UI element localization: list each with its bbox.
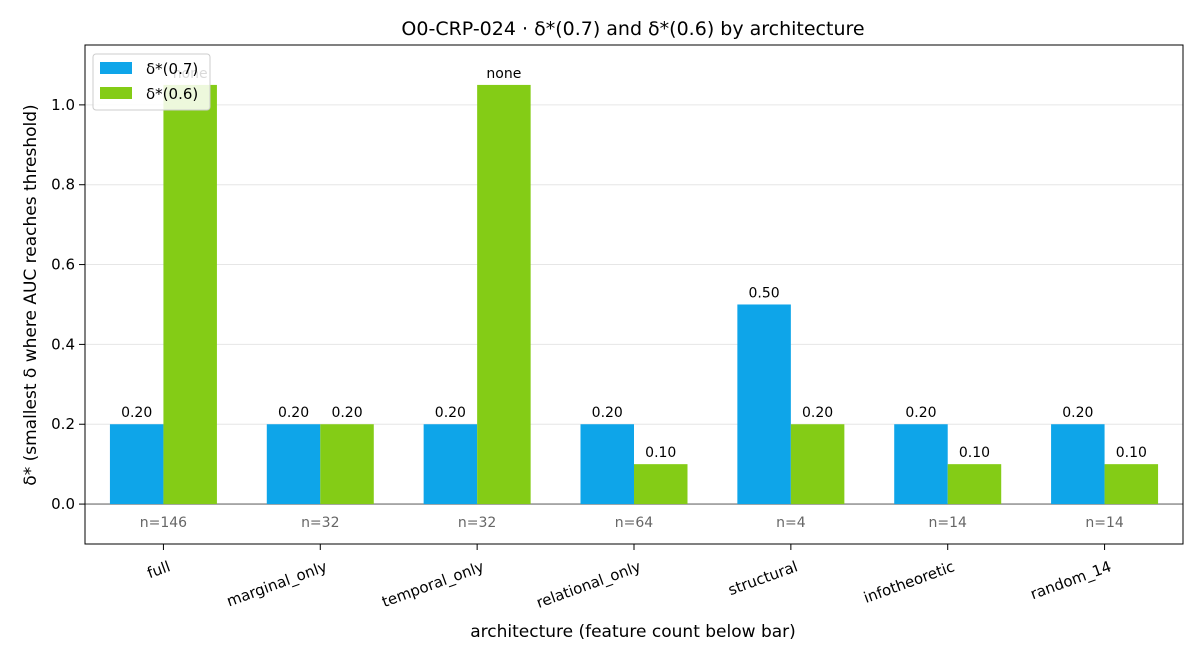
y-tick-label: 0.0 <box>51 495 75 513</box>
x-tick-label: relational_only <box>534 557 644 612</box>
bar <box>477 84 531 505</box>
y-tick-label: 1.0 <box>51 96 75 114</box>
bar <box>320 424 374 505</box>
legend: δ*(0.7) δ*(0.6) <box>92 53 211 111</box>
bar-value-label: none <box>486 66 521 82</box>
bar <box>580 424 634 505</box>
bar-value-label: 0.20 <box>1062 405 1093 421</box>
bar <box>423 424 478 505</box>
x-tick-label: structural <box>726 557 800 599</box>
bar <box>947 464 1002 505</box>
bar-value-label: 0.50 <box>749 285 780 301</box>
chart-title: O0-CRP-024 · δ*(0.7) and δ*(0.6) by arch… <box>401 18 864 40</box>
bar <box>1104 464 1159 505</box>
feature-count-label: n=14 <box>1085 515 1124 531</box>
x-axis-label: architecture (feature count below bar) <box>470 622 796 642</box>
y-tick-label: 0.2 <box>51 415 75 433</box>
y-tick-label: 0.8 <box>51 176 75 194</box>
bar <box>634 464 688 505</box>
bar-value-label: 0.10 <box>1116 445 1147 461</box>
bar-value-label: 0.20 <box>331 405 362 421</box>
bar-value-label: 0.20 <box>121 405 152 421</box>
legend-label: δ*(0.7) <box>146 60 198 78</box>
bar-value-label: 0.20 <box>278 405 309 421</box>
bar-value-label: 0.20 <box>905 405 936 421</box>
plot-area: 0.20 none n=146 full 0.20 0.20 n=32 marginal_on… <box>51 44 1184 613</box>
bar <box>109 424 164 505</box>
y-tick-label: 0.6 <box>51 256 75 274</box>
bar-value-label: 0.20 <box>802 405 833 421</box>
x-tick-label: marginal_only <box>224 557 330 611</box>
x-tick-label: full <box>145 557 173 582</box>
legend-swatch <box>100 87 132 99</box>
x-tick-label: random_14 <box>1028 557 1114 604</box>
legend-label: δ*(0.6) <box>146 85 198 103</box>
bar <box>1051 424 1105 505</box>
bar-value-label: 0.20 <box>592 405 623 421</box>
feature-count-label: n=32 <box>458 515 496 531</box>
feature-count-label: n=14 <box>929 515 968 531</box>
bar-value-label: 0.10 <box>959 445 990 461</box>
bar <box>894 424 948 505</box>
feature-count-label: n=4 <box>776 515 806 531</box>
bar <box>266 424 321 505</box>
bar-value-label: 0.20 <box>435 405 466 421</box>
x-tick-label: infotheoretic <box>861 557 957 607</box>
axes-frame <box>84 44 1184 545</box>
bar <box>737 304 791 505</box>
feature-count-label: n=64 <box>615 515 654 531</box>
bar <box>163 84 217 505</box>
x-tick-label: temporal_only <box>379 557 486 612</box>
y-tick-label: 0.4 <box>51 335 75 353</box>
legend-swatch <box>100 62 132 74</box>
bar <box>790 424 845 505</box>
feature-count-label: n=146 <box>140 515 187 531</box>
feature-count-label: n=32 <box>301 515 339 531</box>
y-axis-label: δ* (smallest δ where AUC reaches thresho… <box>21 104 41 485</box>
bar-value-label: 0.10 <box>645 445 676 461</box>
